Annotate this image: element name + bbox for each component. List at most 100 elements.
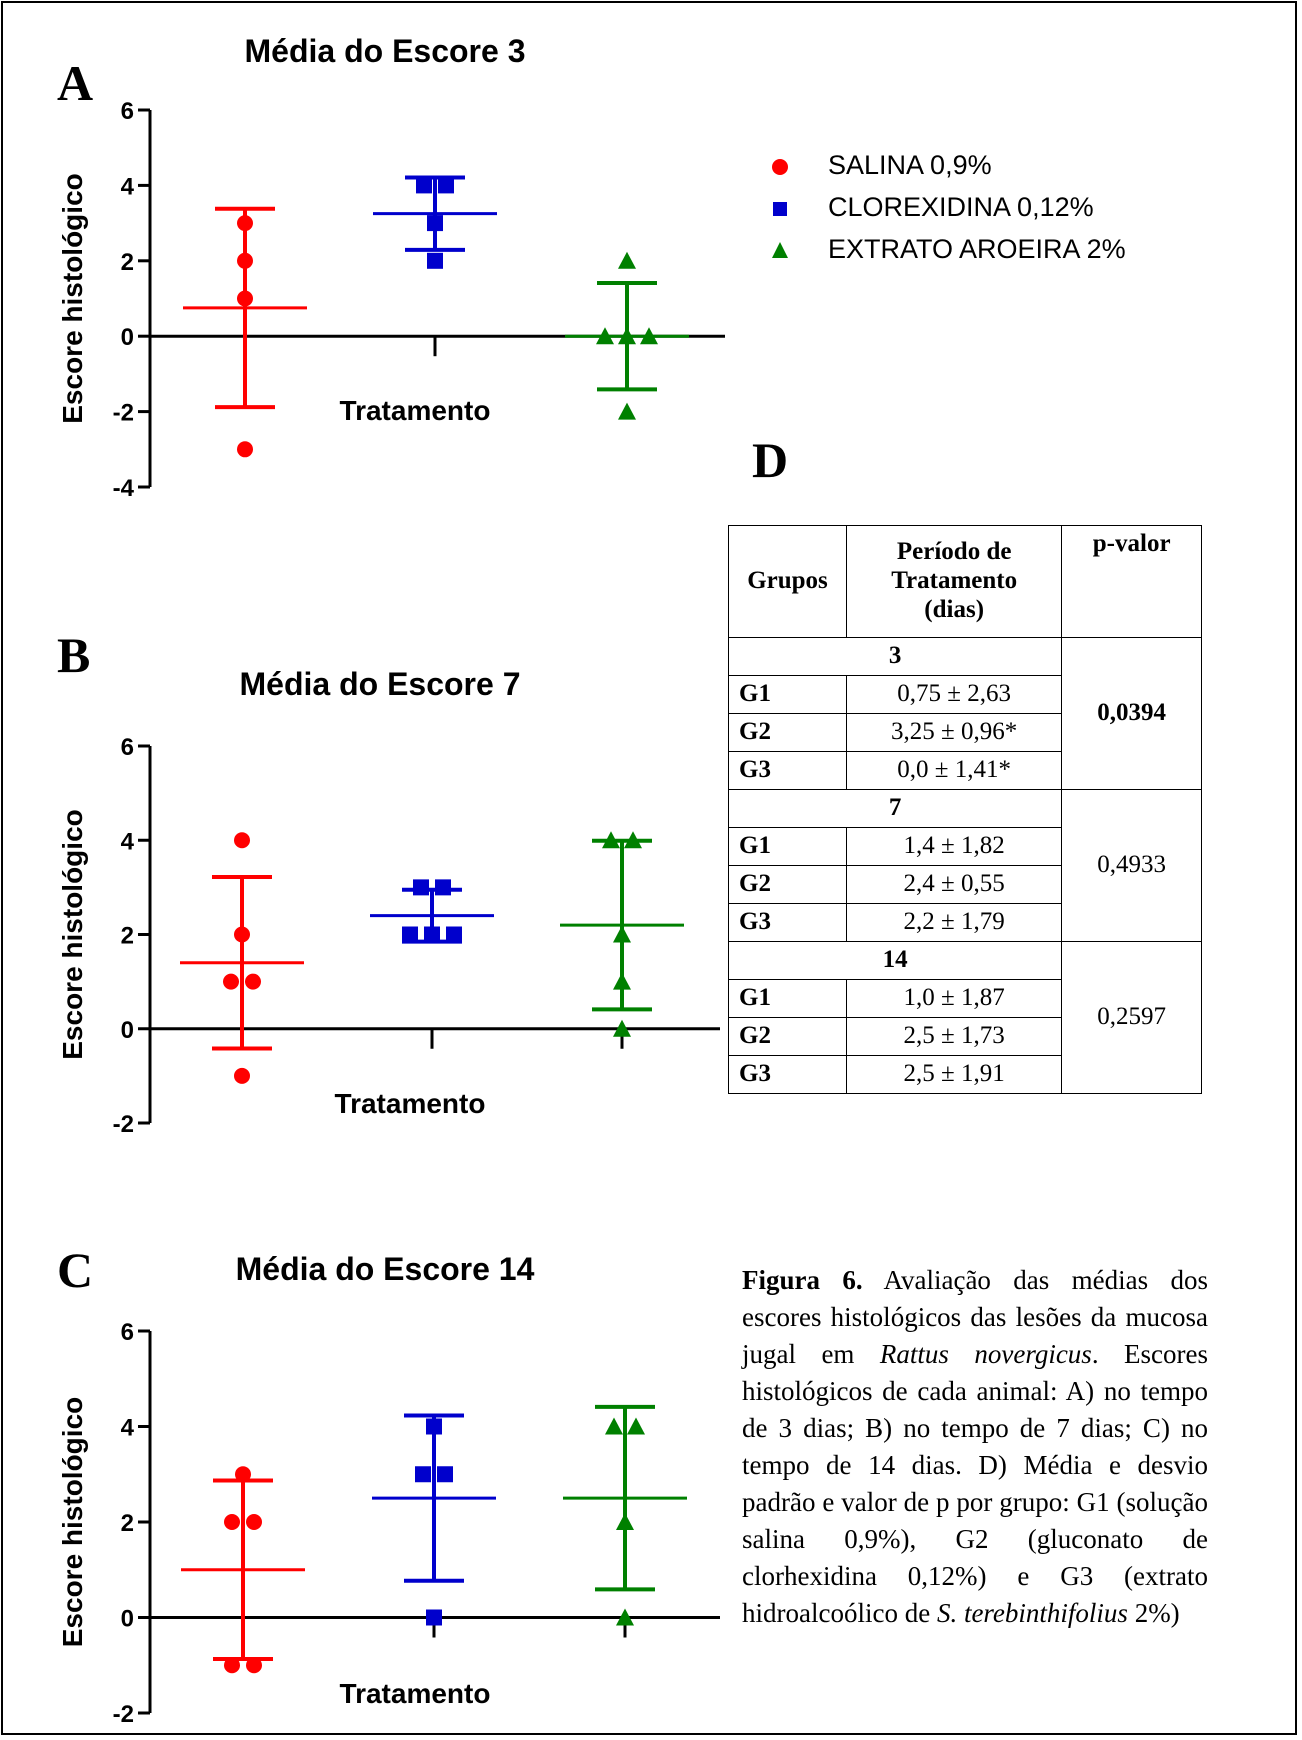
data-point bbox=[618, 402, 636, 420]
data-point bbox=[605, 1417, 623, 1435]
y-tick-label: 6 bbox=[121, 98, 134, 125]
data-point bbox=[616, 1513, 634, 1530]
data-point bbox=[618, 327, 636, 345]
group-cell: G1 bbox=[728, 979, 847, 1018]
caption-species: Rattus novergicus bbox=[879, 1339, 1092, 1369]
group-cell: G2 bbox=[728, 865, 847, 904]
value-cell: 2,2 ± 1,79 bbox=[845, 903, 1063, 942]
group-cell: G2 bbox=[728, 1017, 847, 1056]
data-point bbox=[602, 831, 620, 849]
header-periodo-line: (dias) bbox=[924, 595, 985, 623]
chart-title: Média do Escore 3 bbox=[245, 33, 526, 69]
data-point bbox=[435, 879, 451, 896]
data-point bbox=[402, 926, 418, 943]
value-cell: 1,4 ± 1,82 bbox=[845, 827, 1063, 866]
caption-text: 2%) bbox=[1127, 1598, 1180, 1628]
y-tick-label: 0 bbox=[121, 1017, 134, 1044]
y-tick-label: -2 bbox=[113, 1701, 134, 1728]
caption-text: Avaliação das médias dos escores histoló… bbox=[742, 1265, 1209, 1369]
period-row: 7 bbox=[727, 789, 1063, 828]
group-cell: G2 bbox=[728, 713, 847, 752]
y-tick-label: 6 bbox=[121, 1319, 134, 1346]
data-point bbox=[413, 879, 429, 896]
legend-label: EXTRATO AROEIRA 2% bbox=[828, 234, 1126, 264]
group-cell: G1 bbox=[728, 675, 847, 714]
group-cell: G1 bbox=[728, 827, 847, 866]
data-point bbox=[426, 1609, 442, 1626]
x-axis-label: Tratamento bbox=[340, 395, 491, 426]
stats-table: Grupos Período de Tratamento (dias) p-va… bbox=[727, 525, 1202, 1094]
data-point bbox=[640, 327, 658, 345]
header-periodo-line: Período de bbox=[896, 538, 1012, 566]
value-cell: 0,0 ± 1,41* bbox=[845, 751, 1063, 790]
data-point bbox=[237, 290, 253, 307]
data-point bbox=[237, 215, 253, 232]
data-point bbox=[234, 1067, 250, 1084]
data-point bbox=[245, 973, 261, 990]
data-point bbox=[237, 441, 253, 458]
x-axis-label: Tratamento bbox=[340, 1678, 491, 1709]
data-point bbox=[613, 1019, 631, 1037]
caption-text: . Escores histológicos de cada animal: A… bbox=[742, 1339, 1209, 1628]
data-point bbox=[235, 1466, 251, 1483]
data-point bbox=[416, 177, 432, 194]
y-tick-label: -2 bbox=[113, 400, 134, 427]
chart-title: Média do Escore 7 bbox=[240, 666, 521, 702]
y-tick-label: -2 bbox=[113, 1111, 134, 1138]
period-row: 14 bbox=[727, 941, 1063, 980]
data-point bbox=[446, 926, 462, 943]
value-cell: 2,5 ± 1,73 bbox=[845, 1017, 1063, 1056]
p-value: 0,2597 bbox=[1061, 941, 1202, 1094]
y-tick-label: 4 bbox=[121, 173, 135, 200]
legend-marker-circle bbox=[772, 159, 788, 175]
data-point bbox=[426, 1418, 442, 1435]
chart-title: Média do Escore 14 bbox=[236, 1251, 535, 1287]
period-row: 3 bbox=[727, 637, 1063, 676]
y-tick-label: 2 bbox=[121, 923, 134, 950]
header-periodo-line: Tratamento bbox=[891, 567, 1018, 595]
caption-label: Figura 6. bbox=[742, 1265, 863, 1295]
header-p-valor: p-valor bbox=[1061, 525, 1202, 638]
y-tick-label: 4 bbox=[121, 828, 135, 855]
p-value: 0,0394 bbox=[1061, 637, 1202, 790]
data-point bbox=[224, 1657, 240, 1674]
data-point bbox=[427, 215, 443, 232]
caption-species: S. terebinthifolius bbox=[936, 1598, 1128, 1628]
value-cell: 1,0 ± 1,87 bbox=[845, 979, 1063, 1018]
data-point bbox=[234, 832, 250, 849]
panel-label-a: A bbox=[57, 55, 94, 111]
data-point bbox=[624, 831, 642, 849]
data-point bbox=[224, 1514, 240, 1530]
panel-label-b: B bbox=[57, 627, 91, 683]
x-axis-label: Tratamento bbox=[335, 1088, 486, 1119]
data-point bbox=[613, 925, 631, 943]
panel-label-d: D bbox=[752, 432, 789, 488]
data-point bbox=[246, 1657, 262, 1674]
value-cell: 0,75 ± 2,63 bbox=[845, 675, 1063, 714]
y-tick-label: 4 bbox=[121, 1415, 135, 1442]
value-cell: 3,25 ± 0,96* bbox=[845, 713, 1063, 752]
y-axis-label: Escore histológico bbox=[57, 809, 88, 1060]
figure-caption: Figura 6. Avaliação das médias dos escor… bbox=[742, 1262, 1208, 1632]
header-grupos: Grupos bbox=[728, 525, 847, 638]
y-tick-label: 2 bbox=[121, 1510, 134, 1537]
legend-label: CLOREXIDINA 0,12% bbox=[828, 192, 1094, 222]
legend-marker-triangle bbox=[772, 242, 788, 258]
data-point bbox=[424, 926, 440, 943]
legend-label: SALINA 0,9% bbox=[828, 150, 992, 180]
value-cell: 2,5 ± 1,91 bbox=[845, 1055, 1063, 1094]
y-tick-label: 2 bbox=[121, 249, 134, 276]
p-value: 0,4933 bbox=[1061, 789, 1202, 942]
panel-label-c: C bbox=[57, 1242, 94, 1298]
data-point bbox=[438, 177, 454, 194]
y-axis-label: Escore histológico bbox=[57, 1397, 88, 1648]
y-tick-label: -4 bbox=[113, 475, 135, 502]
data-point bbox=[437, 1466, 453, 1483]
data-point bbox=[415, 1466, 431, 1483]
group-cell: G3 bbox=[728, 903, 847, 942]
data-point bbox=[618, 251, 636, 269]
value-cell: 2,4 ± 0,55 bbox=[845, 865, 1063, 904]
legend-marker-square bbox=[773, 202, 787, 216]
